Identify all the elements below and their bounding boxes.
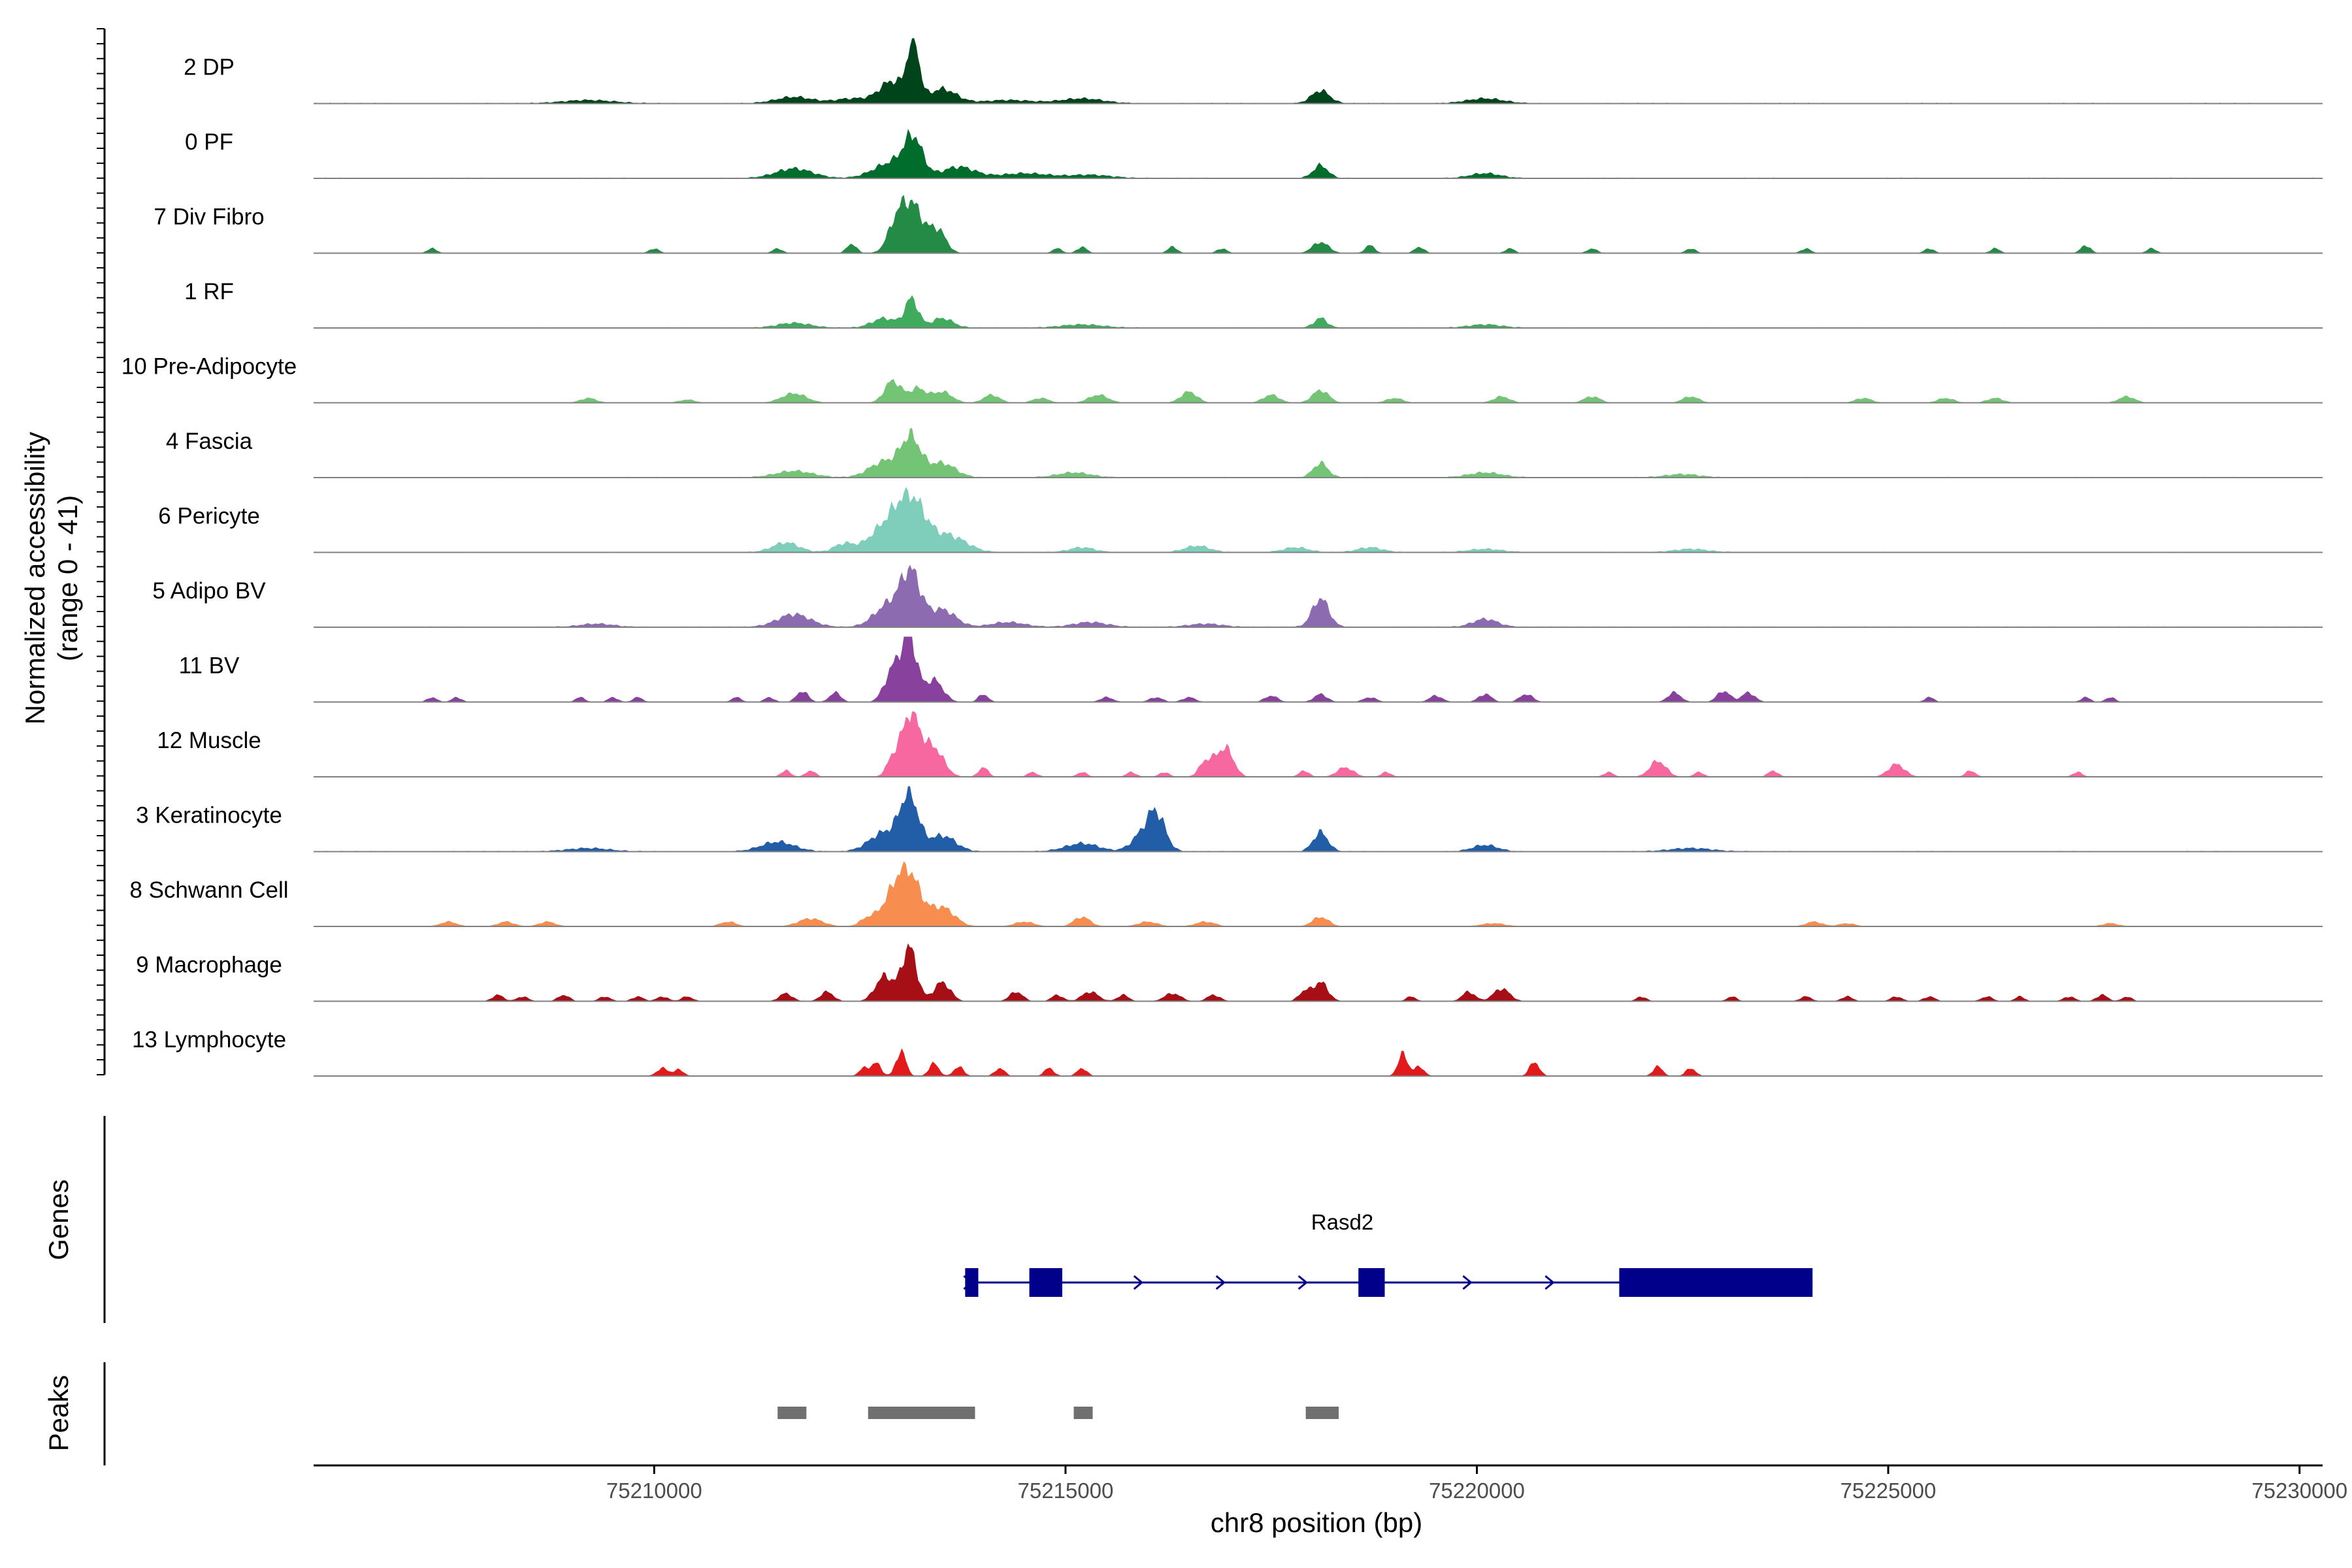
coverage-area: [314, 38, 2323, 104]
track-label: 0 PF: [185, 129, 233, 155]
track-2-dp: 2 DP: [184, 38, 2323, 105]
peak-region: [1073, 1407, 1093, 1419]
gene-exon: [1029, 1268, 1062, 1297]
coverage-area: [314, 1048, 2323, 1076]
track-label: 5 Adipo BV: [152, 578, 266, 604]
peak-region: [868, 1407, 975, 1419]
strand-arrow: [1544, 1275, 1555, 1290]
x-axis-title: chr8 position (bp): [1211, 1507, 1423, 1538]
track-5-adipo-bv: 5 Adipo BV: [152, 564, 2323, 628]
gene-exon: [965, 1268, 979, 1297]
track-label: 8 Schwann Cell: [129, 877, 288, 903]
coverage-area: [314, 379, 2323, 403]
track-label: 3 Keratinocyte: [136, 803, 282, 828]
coverage-area: [314, 711, 2323, 777]
y-axis-title: Normalized accessibility (range 0 - 41): [20, 432, 83, 725]
strand-arrow: [1215, 1275, 1226, 1290]
coverage-area: [314, 943, 2323, 1002]
coverage-area: [314, 295, 2323, 328]
peak-region: [1305, 1407, 1339, 1419]
gene-exon: [1358, 1268, 1385, 1297]
track-11-bv: 11 BV: [179, 636, 2323, 703]
track-8-schwann-cell: 8 Schwann Cell: [129, 861, 2323, 927]
x-tick-label: 75220000: [1429, 1478, 1525, 1503]
coverage-area: [314, 487, 2323, 553]
gene-track: Rasd2: [963, 1210, 1813, 1297]
track-label: 2 DP: [184, 55, 235, 80]
x-axis-ticks: 75210000 75215000 75220000 75225000 75230000: [606, 1465, 2347, 1503]
peak-track: [777, 1407, 1339, 1419]
track-3-keratinocyte: 3 Keratinocyte: [136, 786, 2323, 853]
gene-exon: [1619, 1268, 1813, 1297]
x-tick-label: 75230000: [2251, 1478, 2347, 1503]
track-label: 10 Pre-Adipocyte: [122, 354, 297, 380]
track-12-muscle: 12 Muscle: [157, 711, 2323, 777]
strand-arrow: [1462, 1275, 1473, 1290]
y-axis-title-line1: Normalized accessibility: [20, 432, 50, 725]
track-1-rf: 1 RF: [184, 279, 2323, 329]
track-4-fascia: 4 Fascia: [166, 428, 2323, 478]
coverage-area: [314, 861, 2323, 926]
track-label: 12 Muscle: [157, 728, 261, 753]
coverage-area: [314, 564, 2323, 627]
track-label: 6 Pericyte: [158, 504, 260, 529]
track-6-pericyte: 6 Pericyte: [158, 487, 2323, 553]
coverage-area: [314, 636, 2323, 702]
track-label: 1 RF: [184, 279, 234, 304]
peaks-panel-title: Peaks: [43, 1375, 74, 1452]
x-tick-label: 75215000: [1017, 1478, 1113, 1503]
track-label: 9 Macrophage: [136, 953, 282, 978]
track-7-div-fibro: 7 Div Fibro: [154, 195, 2323, 254]
coverage-area: [314, 786, 2323, 852]
coverage-area: [314, 129, 2323, 178]
track-13-lymphocyte: 13 Lymphocyte: [132, 1027, 2323, 1077]
track-label: 13 Lymphocyte: [132, 1027, 286, 1053]
track-label: 4 Fascia: [166, 429, 253, 454]
gene-name-label: Rasd2: [1311, 1210, 1373, 1234]
track-9-macrophage: 9 Macrophage: [136, 943, 2323, 1002]
strand-arrow: [1133, 1275, 1144, 1290]
x-tick-label: 75210000: [606, 1478, 702, 1503]
x-tick-label: 75225000: [1840, 1478, 1936, 1503]
coverage-y-axis-ticks: [97, 28, 105, 1075]
gene-rasd2: Rasd2: [963, 1210, 1813, 1297]
track-label: 7 Div Fibro: [154, 204, 264, 230]
coverage-area: [314, 428, 2323, 478]
strand-arrow: [1298, 1275, 1308, 1290]
track-0-pf: 0 PF: [185, 129, 2323, 179]
genes-panel-title: Genes: [43, 1179, 74, 1260]
y-axis-title-line2: (range 0 - 41): [52, 495, 83, 661]
coverage-tracks: 2 DP 0 PF 7 Div Fibro 1 RF 10 Pre-Adipocyte 4…: [122, 38, 2323, 1077]
track-10-pre-adipocyte: 10 Pre-Adipocyte: [122, 354, 2323, 404]
peak-region: [777, 1407, 807, 1419]
coverage-area: [314, 195, 2323, 253]
track-label: 11 BV: [179, 653, 240, 679]
